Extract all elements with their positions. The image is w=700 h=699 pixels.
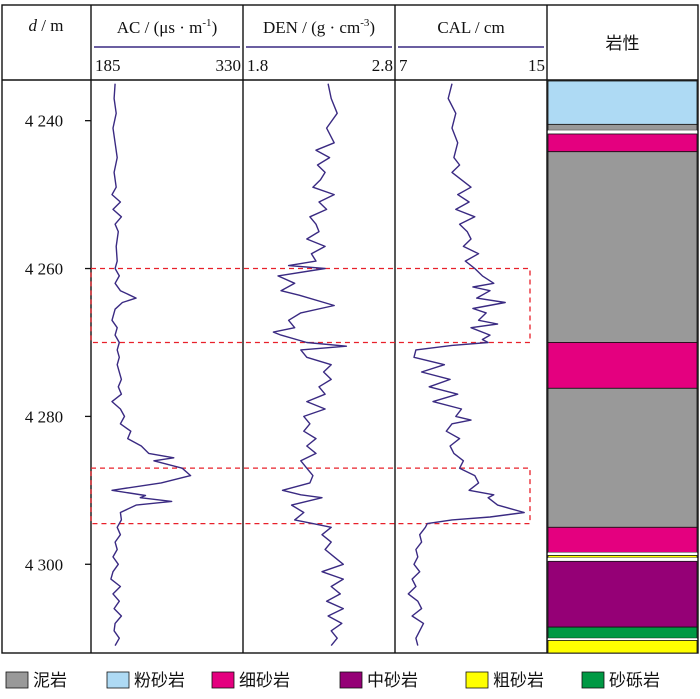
legend-label: 粉砂岩 xyxy=(134,671,185,691)
track-title: CAL / cm xyxy=(437,18,504,37)
outer-border xyxy=(1,4,699,654)
lithology-legend: 泥岩 粉砂岩 细砂岩 中砂岩 粗砂岩 砂砾岩 xyxy=(5,671,660,691)
legend-swatch xyxy=(5,671,29,689)
legend-swatch xyxy=(339,671,363,689)
legend-label: 砂砾岩 xyxy=(609,671,660,691)
depth-tick-label: 4 240 xyxy=(25,112,63,131)
track-max-label: 330 xyxy=(216,56,242,75)
lithology-layer xyxy=(547,123,698,131)
legend-label: 中砂岩 xyxy=(367,671,418,691)
lithology-layer xyxy=(548,130,697,134)
track-min-label: 7 xyxy=(399,56,408,75)
track-min-label: 185 xyxy=(95,56,121,75)
track-min-label: 1.8 xyxy=(247,56,268,75)
lithology-layer xyxy=(548,557,697,562)
depth-axis-label-italic: d xyxy=(29,16,38,35)
track-title: DEN / (g · cm-3) xyxy=(263,17,375,37)
depth-axis-label-unit: / m xyxy=(37,16,63,35)
lithology-layer xyxy=(547,640,698,654)
depth-tick-label: 4 280 xyxy=(25,407,63,426)
lithology-layer xyxy=(548,552,697,556)
log-curve xyxy=(407,83,525,646)
highlight-intervals xyxy=(90,267,531,525)
depth-axis: 4 240 4 260 4 280 4 300 xyxy=(25,112,91,574)
lithology-layer xyxy=(547,555,698,559)
log-curves xyxy=(110,83,525,647)
highlight-interval-box xyxy=(90,267,531,344)
lithology-layer xyxy=(547,342,698,389)
depth-axis-label: d / m xyxy=(29,16,64,35)
lithology-layer xyxy=(547,526,698,553)
lithology-layer xyxy=(547,80,698,125)
lithology-layer xyxy=(547,560,698,628)
legend-swatch xyxy=(465,671,489,689)
lithology-layer xyxy=(548,638,697,641)
chart-header: d / m AC / (μs · m-1) 185 330 DEN / (g · cm… xyxy=(29,16,640,75)
lithology-column xyxy=(547,80,698,654)
track-max-label: 15 xyxy=(528,56,545,75)
lithology-title: 岩性 xyxy=(606,34,640,54)
lithology-layer xyxy=(547,387,698,528)
legend-swatch xyxy=(211,671,235,689)
log-curve xyxy=(272,83,348,647)
legend-label: 泥岩 xyxy=(33,671,67,691)
legend-label: 细砂岩 xyxy=(239,671,290,691)
legend-swatch xyxy=(581,671,605,689)
lithology-layer xyxy=(547,626,698,639)
legend-swatch xyxy=(106,671,130,689)
track-max-label: 2.8 xyxy=(372,56,393,75)
lithology-layer xyxy=(547,151,698,343)
depth-tick-label: 4 300 xyxy=(25,555,63,574)
lithology-layer xyxy=(547,133,698,153)
track-title: AC / (μs · m-1) xyxy=(117,17,217,37)
depth-tick-label: 4 260 xyxy=(25,260,63,279)
chart-frame xyxy=(1,4,699,654)
log-curve xyxy=(110,83,192,646)
legend-label: 粗砂岩 xyxy=(493,671,544,691)
